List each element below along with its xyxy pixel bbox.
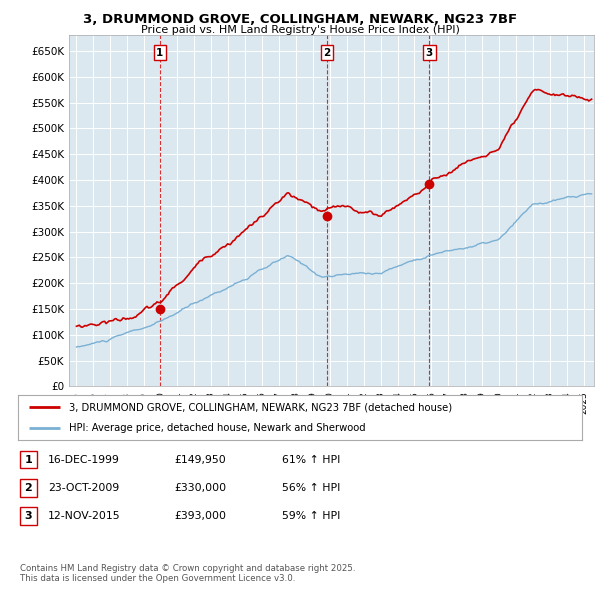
Text: 56% ↑ HPI: 56% ↑ HPI [282,483,340,493]
Text: 3: 3 [425,48,433,58]
Text: 2: 2 [25,483,32,493]
Text: 2: 2 [323,48,331,58]
Text: £393,000: £393,000 [174,512,226,521]
Text: 16-DEC-1999: 16-DEC-1999 [48,455,120,464]
Text: 3, DRUMMOND GROVE, COLLINGHAM, NEWARK, NG23 7BF: 3, DRUMMOND GROVE, COLLINGHAM, NEWARK, N… [83,13,517,26]
Text: Price paid vs. HM Land Registry's House Price Index (HPI): Price paid vs. HM Land Registry's House … [140,25,460,35]
Text: HPI: Average price, detached house, Newark and Sherwood: HPI: Average price, detached house, Newa… [69,422,365,432]
Text: 1: 1 [156,48,163,58]
Text: £149,950: £149,950 [174,455,226,464]
Text: 3: 3 [25,512,32,521]
Text: 12-NOV-2015: 12-NOV-2015 [48,512,121,521]
Text: 23-OCT-2009: 23-OCT-2009 [48,483,119,493]
Text: 1: 1 [25,455,32,464]
Text: 59% ↑ HPI: 59% ↑ HPI [282,512,340,521]
Text: £330,000: £330,000 [174,483,226,493]
Text: 3, DRUMMOND GROVE, COLLINGHAM, NEWARK, NG23 7BF (detached house): 3, DRUMMOND GROVE, COLLINGHAM, NEWARK, N… [69,402,452,412]
Text: 61% ↑ HPI: 61% ↑ HPI [282,455,340,464]
Text: Contains HM Land Registry data © Crown copyright and database right 2025.
This d: Contains HM Land Registry data © Crown c… [20,563,355,583]
